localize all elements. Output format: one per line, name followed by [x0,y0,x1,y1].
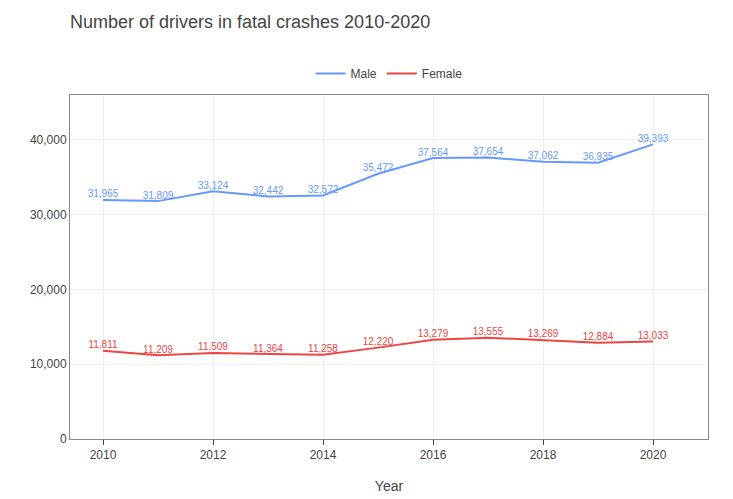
svg-text:40,000: 40,000 [30,133,67,147]
svg-text:10,000: 10,000 [30,357,67,371]
svg-text:2020: 2020 [640,448,667,462]
svg-text:Male: Male [351,67,377,81]
svg-text:13,279: 13,279 [418,328,449,339]
svg-text:33,124: 33,124 [198,180,229,191]
svg-text:13,555: 13,555 [473,326,504,337]
svg-text:11,509: 11,509 [198,341,228,352]
svg-text:12,220: 12,220 [363,336,394,347]
svg-text:30,000: 30,000 [30,208,67,222]
svg-text:0: 0 [60,432,67,446]
svg-text:11,364: 11,364 [253,343,283,354]
svg-text:36,935: 36,935 [583,151,614,162]
svg-text:13,033: 13,033 [638,330,669,341]
svg-text:2016: 2016 [420,448,447,462]
svg-text:37,654: 37,654 [473,146,504,157]
svg-text:31,965: 31,965 [88,188,119,199]
svg-text:35,472: 35,472 [363,162,394,173]
svg-text:Female: Female [422,67,462,81]
svg-text:32,442: 32,442 [253,185,284,196]
svg-text:39,393: 39,393 [638,133,669,144]
svg-text:2018: 2018 [530,448,557,462]
svg-text:37,564: 37,564 [418,147,449,158]
svg-text:20,000: 20,000 [30,283,67,297]
svg-text:37,062: 37,062 [528,150,559,161]
svg-text:2014: 2014 [310,448,337,462]
svg-text:13,269: 13,269 [528,328,559,339]
svg-text:11,811: 11,811 [88,339,118,350]
svg-text:11,209: 11,209 [143,344,173,355]
svg-text:Year: Year [375,478,404,494]
svg-text:31,809: 31,809 [143,190,174,201]
svg-text:2012: 2012 [200,448,227,462]
svg-text:11,258: 11,258 [308,343,338,354]
svg-text:32,572: 32,572 [308,184,339,195]
svg-text:12,884: 12,884 [583,331,614,342]
svg-text:2010: 2010 [90,448,117,462]
svg-text:Number of drivers in fatal cra: Number of drivers in fatal crashes 2010-… [70,12,430,32]
